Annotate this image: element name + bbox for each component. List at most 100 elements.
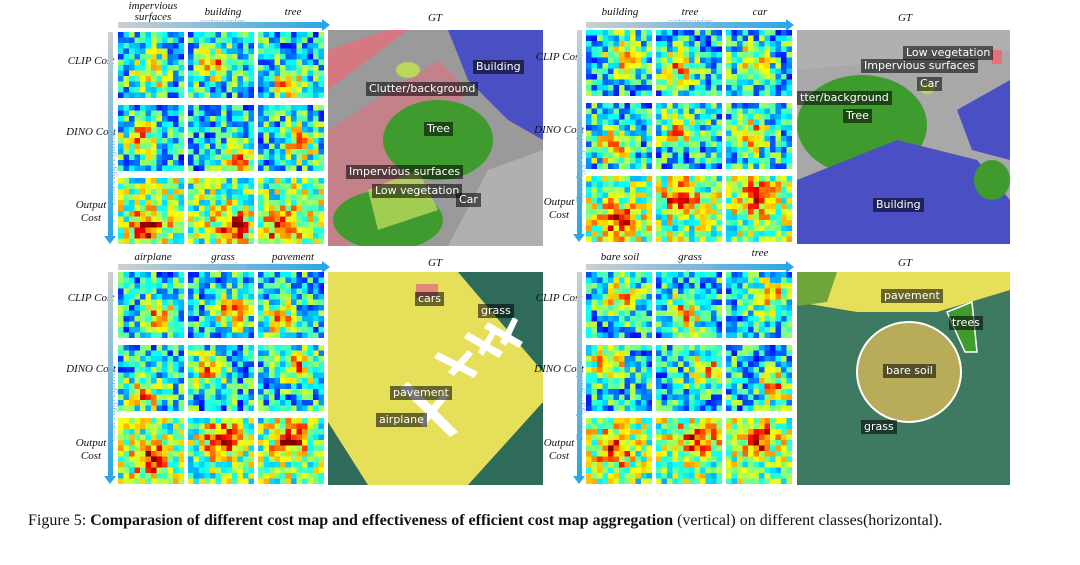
col-header: grass <box>678 251 702 263</box>
gt-label: airplane <box>376 413 427 427</box>
col-header: impervious surfaces <box>128 0 178 23</box>
cost-map-tile <box>258 105 324 171</box>
gt-label: Low vegetation <box>372 184 463 198</box>
gt-label: pavement <box>390 386 452 400</box>
cost-map-tile <box>656 418 722 484</box>
row-label-output: Output Cost <box>543 437 575 462</box>
cost-map-tile <box>586 30 652 96</box>
cost-map-tile <box>258 178 324 244</box>
gt-label: grass <box>861 420 897 434</box>
col-header: tree <box>284 6 302 18</box>
col-header: bare soil <box>600 251 640 263</box>
cost-map-tile <box>258 272 324 338</box>
vertical-arrow <box>108 272 113 477</box>
col-header: pavement <box>271 251 315 263</box>
row-label-dino: DINO Cost <box>66 363 116 375</box>
row-label-clip: CLIP Cost <box>535 292 583 304</box>
gt-label: Car <box>917 77 942 91</box>
categories-label: categories <box>667 16 713 28</box>
cost-map-tile <box>586 103 652 169</box>
category-arrow-head <box>786 19 794 31</box>
cost-map-tile <box>118 32 184 98</box>
gt-image: Building Clutter/background Tree Impervi… <box>328 30 543 246</box>
col-header: building <box>204 6 242 18</box>
cost-map-tile <box>726 272 792 338</box>
gt-image: cars grass pavement airplane <box>328 272 543 485</box>
cost-map-tile <box>188 105 254 171</box>
row-label-clip: CLIP Cost <box>67 292 115 304</box>
row-label-clip: CLIP Cost <box>67 55 115 67</box>
vertical-arrow <box>577 30 582 235</box>
cost-map-tile <box>258 32 324 98</box>
gt-label: Car <box>456 193 481 207</box>
caption-suffix: (vertical) on different classes(horizont… <box>673 512 943 529</box>
cost-map-tile <box>656 176 722 242</box>
cost-map-tile <box>258 345 324 411</box>
vertical-arrow <box>108 32 113 237</box>
category-arrow-head <box>322 261 330 273</box>
col-header: car <box>752 6 768 18</box>
gt-label: cars <box>415 292 445 306</box>
gt-label: Building <box>873 198 924 212</box>
col-header: airplane <box>134 251 172 263</box>
cost-map-tile <box>586 176 652 242</box>
row-label-output: Output Cost <box>543 196 575 221</box>
gt-label: Low vegetation <box>903 46 994 60</box>
cost-map-tile <box>118 178 184 244</box>
cost-map-tile <box>118 105 184 171</box>
gt-label: Impervious surfaces <box>861 59 979 73</box>
cost-map-tile <box>258 418 324 484</box>
col-header: tree <box>751 247 769 259</box>
cost-map-tile <box>656 272 722 338</box>
vertical-arrow-head <box>104 236 116 244</box>
vertical-arrow-head <box>104 476 116 484</box>
vertical-arrow-head <box>573 476 585 484</box>
category-arrow <box>118 264 324 270</box>
cost-map-tile <box>586 272 652 338</box>
gt-title: GT <box>897 257 913 269</box>
cost-map-tile <box>188 272 254 338</box>
gt-image: Low vegetation Impervious surfaces Car t… <box>797 30 1010 244</box>
cost-map-tile <box>188 178 254 244</box>
col-header: building <box>601 6 639 18</box>
gt-label: Impervious surfaces <box>346 165 464 179</box>
caption-bold: Comparasion of different cost map and ef… <box>90 512 674 529</box>
row-label-output: Output Cost <box>75 437 107 462</box>
cost-map-tile <box>726 30 792 96</box>
gt-label: trees <box>949 316 983 330</box>
gt-label: pavement <box>881 289 943 303</box>
gt-label: Building <box>473 60 524 74</box>
gt-label: Tree <box>843 109 872 123</box>
gt-label: tter/background <box>797 91 892 105</box>
category-arrow-head <box>322 19 330 31</box>
cost-map-tile <box>726 176 792 242</box>
category-arrow-head <box>786 261 794 273</box>
category-arrow <box>586 264 788 270</box>
caption-prefix: Figure 5: <box>28 512 91 529</box>
cost-map-tile <box>656 345 722 411</box>
category-arrow <box>586 22 788 28</box>
col-header: grass <box>211 251 235 263</box>
col-header: tree <box>681 6 699 18</box>
gt-label: bare soil <box>883 364 936 378</box>
cost-map-tile <box>726 345 792 411</box>
categories-label: categories <box>667 260 713 272</box>
vertical-arrow-head <box>573 234 585 242</box>
gt-title: GT <box>897 12 913 24</box>
cost-map-tile <box>726 103 792 169</box>
gt-title: GT <box>427 12 443 24</box>
gt-label: Clutter/background <box>366 82 479 96</box>
cost-map-tile <box>118 345 184 411</box>
gt-label: grass <box>478 304 514 318</box>
categories-label: categories <box>200 16 246 28</box>
cost-map-tile <box>586 418 652 484</box>
cost-map-tile <box>188 32 254 98</box>
cost-map-tile <box>586 345 652 411</box>
cost-map-tile <box>188 418 254 484</box>
row-label-clip: CLIP Cost <box>535 51 583 63</box>
gt-label: Tree <box>424 122 453 136</box>
gt-image: pavement trees bare soil grass <box>797 272 1010 485</box>
row-label-dino: DINO Cost <box>534 124 584 136</box>
categories-label: categories <box>200 260 246 272</box>
row-label-dino: DINO Cost <box>66 126 116 138</box>
